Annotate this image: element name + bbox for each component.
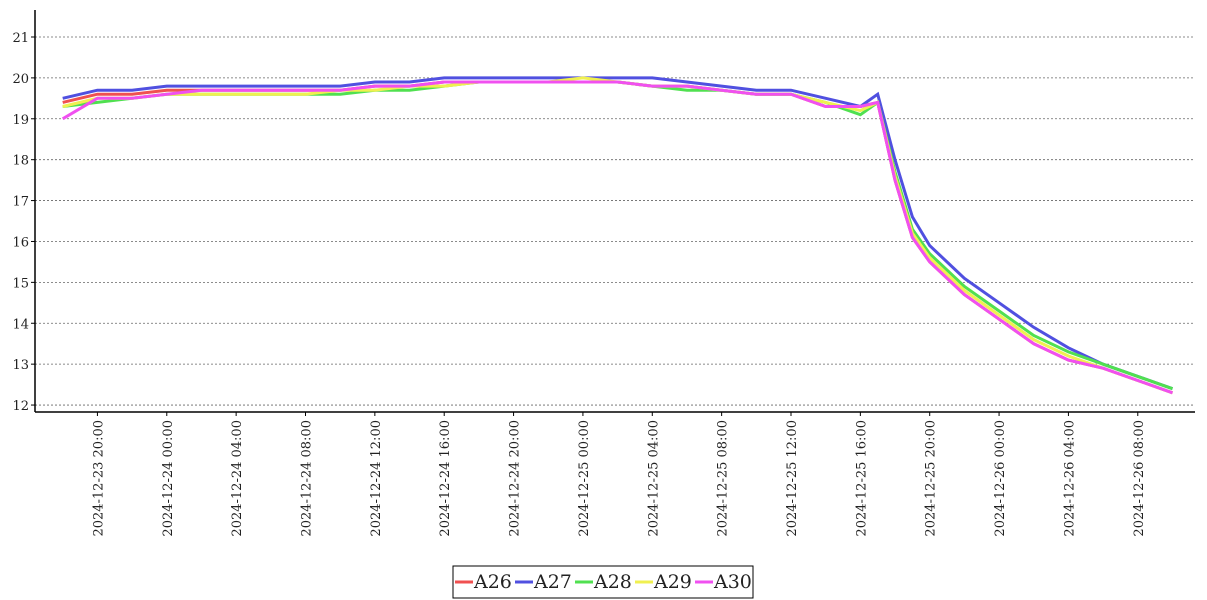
y-tick-label: 14: [12, 317, 29, 332]
x-tick-label: 2024-12-26 08:00: [1132, 420, 1147, 537]
x-tick-label: 2024-12-25 00:00: [577, 420, 592, 537]
y-tick-label: 21: [12, 31, 29, 46]
x-tick-label: 2024-12-24 12:00: [369, 420, 384, 537]
x-tick-label: 2024-12-24 08:00: [299, 420, 314, 537]
series-line: [62, 76, 1174, 395]
legend-label: A29: [653, 571, 692, 593]
series-line: [62, 80, 1174, 391]
legend: A26 A27 A28 A29 A30: [452, 565, 754, 599]
lines: [61, 76, 1174, 395]
legend-label: A30: [713, 571, 752, 593]
x-tick-label: 2024-12-23 20:00: [91, 420, 106, 537]
y-tick-label: 13: [12, 358, 29, 373]
x-tick-label: 2024-12-25 16:00: [854, 420, 869, 537]
x-tick-label: 2024-12-25 20:00: [924, 420, 939, 537]
legend-label: A26: [473, 571, 512, 593]
x-tick-label: 2024-12-25 12:00: [785, 420, 800, 537]
x-tick-label: 2024-12-24 20:00: [508, 420, 523, 537]
y-tick-label: 16: [12, 235, 29, 250]
legend-label: A28: [593, 571, 632, 593]
x-tick-label: 2024-12-24 00:00: [161, 420, 176, 537]
series-line: [62, 76, 1174, 391]
ticks: 12 13 14 15 16 17 18 19 20 21 2024-12-23 20:00 2024…: [12, 31, 1146, 537]
y-tick-label: 17: [12, 195, 29, 210]
x-tick-label: 2024-12-26 04:00: [1062, 420, 1077, 537]
series-line: [61, 80, 1174, 395]
x-tick-label: 2024-12-25 08:00: [716, 420, 731, 537]
x-tick-label: 2024-12-24 16:00: [438, 420, 453, 537]
y-tick-label: 15: [12, 276, 29, 291]
y-tick-label: 20: [12, 72, 29, 87]
legend-label: A27: [533, 571, 572, 593]
y-tick-label: 12: [12, 399, 29, 414]
series-line: [62, 80, 1174, 395]
x-tick-label: 2024-12-25 04:00: [646, 420, 661, 537]
y-tick-label: 18: [12, 154, 29, 169]
y-tick-label: 19: [12, 113, 29, 128]
grid: [35, 36, 1195, 406]
x-tick-label: 2024-12-26 00:00: [993, 420, 1008, 537]
x-tick-label: 2024-12-24 04:00: [230, 420, 245, 537]
